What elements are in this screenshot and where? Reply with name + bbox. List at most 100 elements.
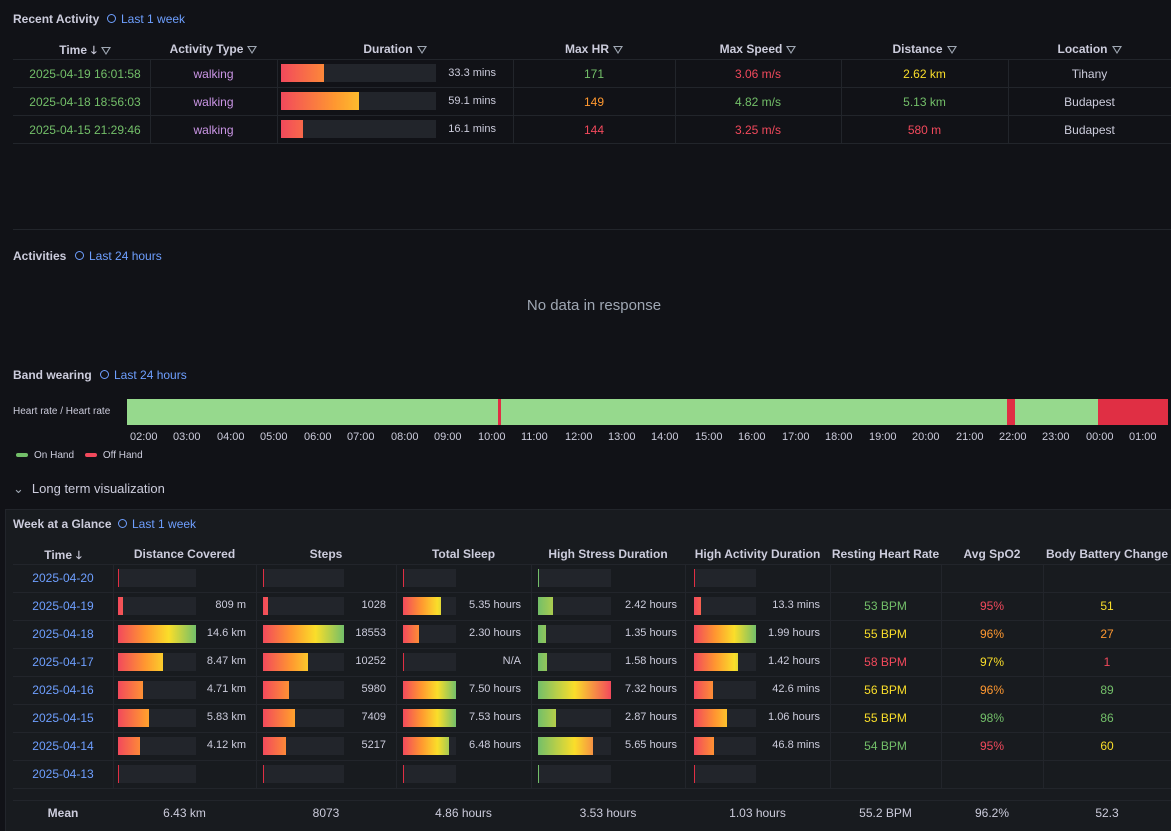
off-hand-segment[interactable] xyxy=(1007,399,1015,425)
col-header-distance[interactable]: Distance xyxy=(841,42,1008,56)
off-hand-segment[interactable] xyxy=(1098,399,1168,425)
clock-icon xyxy=(118,519,127,528)
resting-hr-value: 55 BPM xyxy=(864,627,907,641)
col-header-duration[interactable]: Duration xyxy=(277,42,513,56)
header-label: Location xyxy=(1057,42,1108,56)
act-value: 1.06 hours xyxy=(768,711,820,723)
divider xyxy=(513,59,514,143)
legend-item-on-hand[interactable]: On Hand xyxy=(16,450,74,461)
sleep-bar-fill xyxy=(403,597,441,615)
col-header-time[interactable]: Time 🡓 xyxy=(13,547,113,566)
col-header-body-battery-change[interactable]: Body Battery Change xyxy=(1043,547,1171,561)
filter-icon[interactable] xyxy=(100,46,111,55)
activity-time: 2025-04-19 16:01:58 xyxy=(29,67,141,81)
row-date[interactable]: 2025-04-19 xyxy=(32,599,94,613)
filter-icon[interactable] xyxy=(247,45,258,54)
row-date[interactable]: 2025-04-13 xyxy=(32,767,94,781)
recent-activity-range[interactable]: Last 1 week xyxy=(107,12,185,26)
divider xyxy=(13,732,1171,733)
duration-value: 33.3 mins xyxy=(448,67,496,79)
row-date[interactable]: 2025-04-18 xyxy=(32,627,94,641)
activities-range[interactable]: Last 24 hours xyxy=(75,249,162,263)
range-label: Last 1 week xyxy=(132,517,197,531)
steps-bar-track xyxy=(263,765,344,783)
clock-icon xyxy=(75,251,84,260)
mean-sleep: 4.86 hours xyxy=(435,806,492,820)
dist-bar-fill xyxy=(118,765,119,783)
filter-icon[interactable] xyxy=(416,45,427,54)
time-tick-label: 23:00 xyxy=(1042,431,1070,443)
dist-bar-fill xyxy=(118,625,196,643)
header-label: Duration xyxy=(363,42,413,56)
section-long-term[interactable]: ⌄ Long term visualization xyxy=(13,481,165,497)
time-tick-label: 10:00 xyxy=(478,431,506,443)
legend-item-off-hand[interactable]: Off Hand xyxy=(84,450,143,461)
col-header-time[interactable]: Time 🡓 xyxy=(20,42,150,61)
divider xyxy=(841,59,842,143)
filter-icon[interactable] xyxy=(1111,45,1122,54)
divider xyxy=(13,648,1171,649)
col-header-activity-type[interactable]: Activity Type xyxy=(150,42,277,56)
row-date[interactable]: 2025-04-16 xyxy=(32,683,94,697)
col-header-high-stress-duration[interactable]: High Stress Duration xyxy=(531,547,685,561)
stress-value: 2.42 hours xyxy=(625,599,677,611)
filter-icon[interactable] xyxy=(613,45,623,54)
sleep-bar-fill xyxy=(403,709,456,727)
col-header-distance-covered[interactable]: Distance Covered xyxy=(113,547,256,561)
steps-value: 18553 xyxy=(355,627,386,639)
max-speed-value: 3.25 m/s xyxy=(734,123,782,137)
series-label: Heart rate / Heart rate xyxy=(13,406,111,417)
spo2-value: 95% xyxy=(979,739,1005,753)
stress-bar-fill xyxy=(538,625,546,643)
col-header-high-activity-duration[interactable]: High Activity Duration xyxy=(685,547,830,561)
body-battery-value: 27 xyxy=(1100,627,1114,641)
sleep-value: N/A xyxy=(502,655,521,667)
time-tick-label: 19:00 xyxy=(869,431,897,443)
duration-bar-track xyxy=(281,120,436,138)
time-tick-label: 16:00 xyxy=(738,431,766,443)
col-header-resting-heart-rate[interactable]: Resting Heart Rate xyxy=(830,547,941,561)
dist-bar-fill xyxy=(118,597,123,615)
mean-activity: 1.03 hours xyxy=(729,806,786,820)
stress-bar-fill xyxy=(538,737,593,755)
col-header-total-sleep[interactable]: Total Sleep xyxy=(396,547,531,561)
mean-distance: 6.43 km xyxy=(163,806,206,820)
week-range[interactable]: Last 1 week xyxy=(118,517,196,531)
row-date[interactable]: 2025-04-14 xyxy=(32,739,94,753)
act-value: 42.6 mins xyxy=(772,683,820,695)
col-header-steps[interactable]: Steps xyxy=(256,547,396,561)
col-header-max-speed[interactable]: Max Speed xyxy=(675,42,841,56)
divider xyxy=(1008,59,1009,143)
steps-bar-track xyxy=(263,569,344,587)
row-date[interactable]: 2025-04-17 xyxy=(32,655,94,669)
steps-bar-track xyxy=(263,597,344,615)
legend-color xyxy=(16,453,28,458)
act-bar-fill xyxy=(694,597,701,615)
resting-hr-value: 58 BPM xyxy=(864,655,907,669)
resting-hr-value: 55 BPM xyxy=(864,711,907,725)
filter-icon[interactable] xyxy=(946,45,957,54)
row-date[interactable]: 2025-04-20 xyxy=(32,571,94,585)
legend: On Hand Off Hand xyxy=(16,450,143,461)
col-header-max-hr[interactable]: Max HR xyxy=(513,42,675,56)
stress-bar-fill xyxy=(538,765,539,783)
band-wearing-range[interactable]: Last 24 hours xyxy=(100,368,187,382)
col-header-avg-spo2[interactable]: Avg SpO2 xyxy=(941,547,1043,561)
time-tick-label: 03:00 xyxy=(173,431,201,443)
off-hand-segment[interactable] xyxy=(498,399,501,425)
mean-resting-hr: 55.2 BPM xyxy=(859,806,912,820)
stress-value: 1.35 hours xyxy=(625,627,677,639)
state-timeline[interactable] xyxy=(127,399,1168,425)
spo2-value: 98% xyxy=(979,711,1005,725)
stress-value: 5.65 hours xyxy=(625,739,677,751)
header-label: Resting Heart Rate xyxy=(831,547,940,561)
col-header-location[interactable]: Location xyxy=(1008,42,1171,56)
steps-value: 7409 xyxy=(361,711,386,723)
time-tick-label: 06:00 xyxy=(304,431,332,443)
filter-icon[interactable] xyxy=(786,45,797,54)
row-date[interactable]: 2025-04-15 xyxy=(32,711,94,725)
header-label: High Activity Duration xyxy=(694,547,821,561)
header-label: Body Battery Change xyxy=(1045,547,1169,561)
stress-bar-track xyxy=(538,625,611,643)
divider xyxy=(13,143,1171,144)
